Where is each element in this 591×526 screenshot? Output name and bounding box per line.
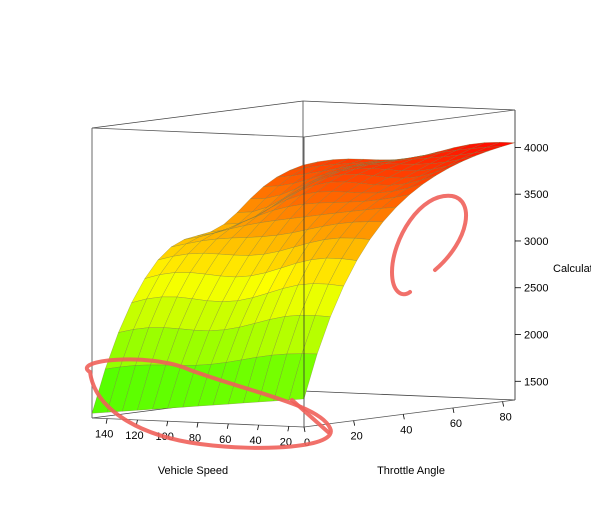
box-edge [91,100,304,129]
y-tick-mark [452,407,455,414]
box-edge [303,109,516,138]
x-tick-label: 60 [219,434,231,446]
x-tick-mark [196,422,199,428]
box-edge [302,390,516,401]
box-edge [91,127,305,138]
y-tick-mark [502,401,504,407]
y-tick-mark [303,426,306,433]
y-tick-mark [353,420,356,426]
x-tick-mark [105,418,108,424]
z-tick-label: 2000 [524,330,548,342]
x-tick-label: 140 [95,429,113,441]
y-tick-label: 60 [450,418,462,430]
box-edge [302,100,516,111]
y-axis-title: Throttle Angle [377,465,445,477]
box-edge [303,399,516,428]
z-tick-label: 3000 [524,236,548,248]
z-axis-title: Calculat [553,263,591,275]
surface-mesh [91,141,516,414]
x-tick-mark [287,426,290,432]
x-tick-mark [257,424,259,431]
z-tick-label: 1500 [524,376,548,388]
z-tick-label: 4000 [524,142,548,154]
calculated-axis: 1500 2000 2500 3000 3500 4000 [514,110,548,400]
x-axis-title: Vehicle Speed [158,465,228,477]
y-tick-label: 40 [400,424,412,436]
x-tick-mark [226,423,229,429]
annotation-arc [389,193,468,297]
annotation-stroke [290,398,330,434]
x-tick-label: 120 [125,430,143,442]
y-tick-mark [402,414,405,420]
x-tick-mark [166,421,169,427]
annotation-ellipse [85,357,333,450]
z-tick-label: 3500 [524,189,548,201]
y-tick-label: 20 [351,431,363,443]
z-tick-label: 2500 [524,283,548,295]
y-tick-label: 80 [499,412,511,424]
x-tick-label: 40 [249,435,261,447]
annotations [85,193,468,450]
